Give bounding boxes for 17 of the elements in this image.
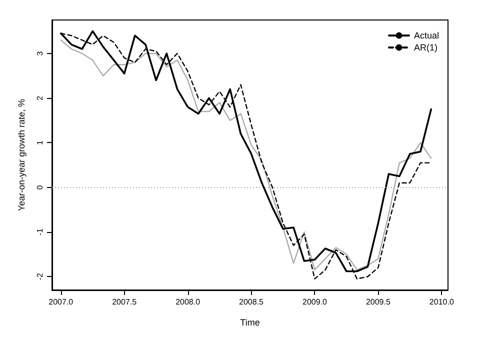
y-tick-label: -1: [36, 228, 44, 236]
x-tick-label: 2007.0: [48, 298, 74, 306]
y-tick-label: -2: [36, 272, 44, 280]
y-tick-label: 2: [36, 95, 44, 100]
x-tick-label: 2010.0: [429, 298, 454, 306]
y-tick-label: 3: [36, 50, 44, 56]
y-axis-title: Year-on-year growth rate, %: [16, 98, 26, 212]
x-tick-label: 2009.0: [302, 298, 328, 306]
legend-label: Actual: [414, 30, 439, 40]
y-tick-label: 1: [36, 140, 44, 145]
y-tick-label: 0: [36, 184, 44, 190]
x-tick-label: 2008.0: [176, 298, 201, 306]
x-tick-label: 2007.5: [112, 298, 138, 306]
legend-label: AR(1): [414, 42, 438, 52]
x-axis-title: Time: [240, 318, 260, 328]
x-tick-label: 2008.5: [239, 298, 264, 306]
x-tick-label: 2009.5: [366, 298, 391, 306]
